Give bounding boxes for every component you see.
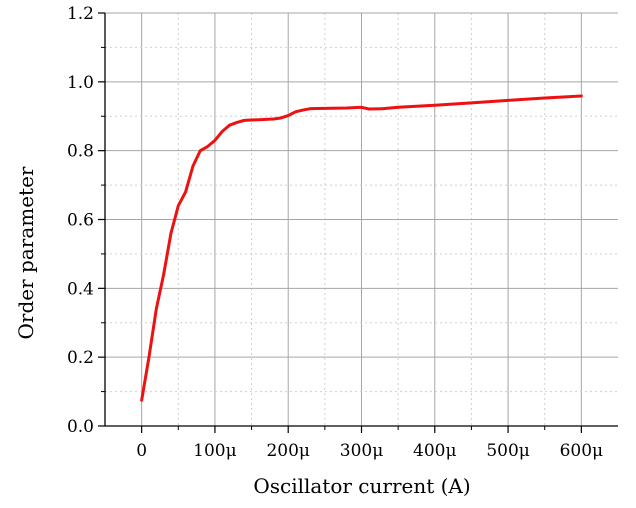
plot-series bbox=[140, 94, 583, 402]
grid bbox=[105, 12, 618, 426]
x-tick-label: 200μ bbox=[266, 441, 310, 461]
y-tick-label: 0.6 bbox=[67, 211, 94, 231]
y-tick-label: 1.2 bbox=[67, 4, 94, 24]
y-tick-label: 0.4 bbox=[67, 279, 94, 299]
x-tick-label: 300μ bbox=[340, 441, 384, 461]
y-tick-label: 1.0 bbox=[67, 73, 94, 93]
x-tick-label: 500μ bbox=[486, 441, 530, 461]
x-tick-label: 400μ bbox=[413, 441, 457, 461]
y-axis-title: Order parameter bbox=[14, 166, 38, 339]
x-tick-label: 100μ bbox=[193, 441, 237, 461]
y-tick-label: 0.0 bbox=[67, 417, 94, 437]
y-tick-labels: 0.0 0.2 0.4 0.6 0.8 1.0 1.2 bbox=[67, 4, 94, 437]
x-axis-title: Oscillator current (A) bbox=[253, 474, 470, 498]
x-tick-label: 600μ bbox=[560, 441, 604, 461]
x-tick-label: 0 bbox=[136, 441, 147, 461]
ticks bbox=[98, 12, 582, 433]
y-tick-label: 0.8 bbox=[67, 142, 94, 162]
y-tick-label: 0.2 bbox=[67, 348, 94, 368]
x-tick-labels: 0 100μ 200μ 300μ 400μ 500μ 600μ bbox=[136, 441, 603, 461]
order-parameter-line bbox=[140, 94, 583, 402]
